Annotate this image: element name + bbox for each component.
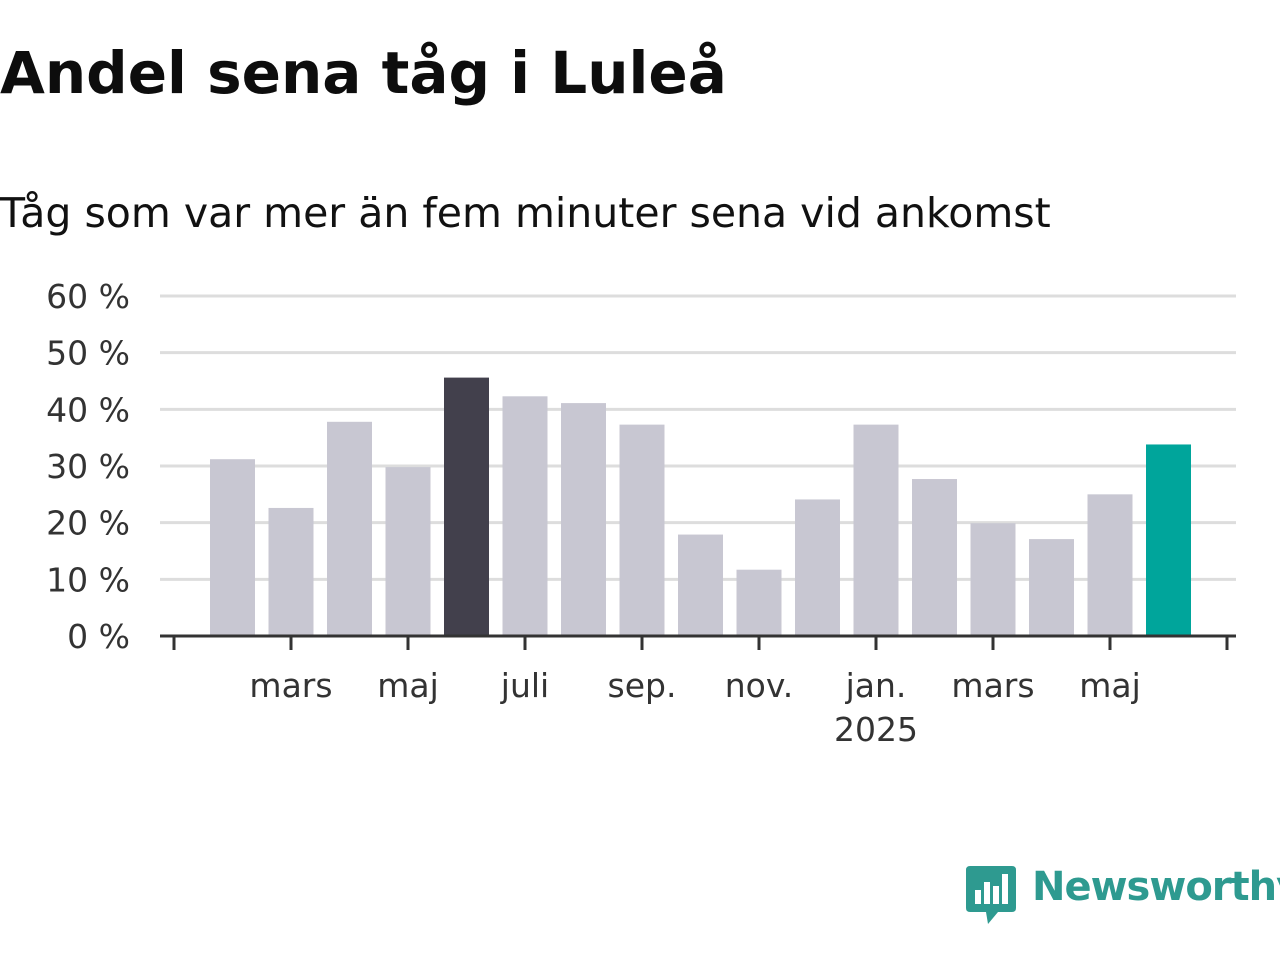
bar	[1029, 539, 1074, 636]
x-tick-label: sep.	[608, 666, 677, 705]
y-tick-label: 50 %	[46, 334, 130, 373]
y-tick-label: 40 %	[46, 390, 130, 429]
bar	[268, 507, 314, 636]
bar	[795, 499, 840, 636]
brand-name: Newsworthy	[1032, 864, 1280, 910]
bar	[970, 523, 1016, 636]
bar	[912, 479, 957, 636]
x-tick-label: nov.	[725, 666, 794, 705]
x-tick-label: maj	[1079, 666, 1141, 705]
y-tick-label: 10 %	[46, 560, 130, 599]
x-tick-label: jan.	[845, 666, 907, 705]
brand-logo: Newsworthy	[964, 862, 1280, 928]
x-tick-label: mars	[249, 666, 332, 705]
bar	[1146, 444, 1191, 636]
bar	[619, 424, 665, 636]
y-tick-label: 20 %	[46, 504, 130, 543]
bar	[561, 403, 606, 636]
y-tick-label: 30 %	[46, 447, 130, 486]
bar	[502, 396, 548, 636]
bar	[385, 467, 431, 636]
x-tick-sublabel: 2025	[834, 710, 918, 749]
y-tick-label: 0 %	[67, 617, 130, 656]
x-tick-label: mars	[951, 666, 1034, 705]
bar	[444, 377, 489, 636]
x-tick-label: juli	[500, 666, 549, 705]
newsworthy-logo-icon	[966, 866, 1016, 924]
bar	[1087, 494, 1133, 636]
bar	[210, 459, 255, 636]
chart-title: Andel sena tåg i Luleå	[0, 39, 727, 107]
bar	[853, 424, 899, 636]
bar	[327, 421, 372, 636]
bar	[736, 569, 782, 636]
bar-chart: 0 % 10 % 20 % 30 % 40 % 50 % 60 % mars maj juli se…	[46, 277, 1236, 749]
bar	[678, 534, 723, 636]
x-tick-label: maj	[377, 666, 439, 705]
y-tick-label: 60 %	[46, 277, 130, 316]
chart-subtitle: Tåg som var mer än fem minuter sena vid …	[0, 189, 1051, 237]
